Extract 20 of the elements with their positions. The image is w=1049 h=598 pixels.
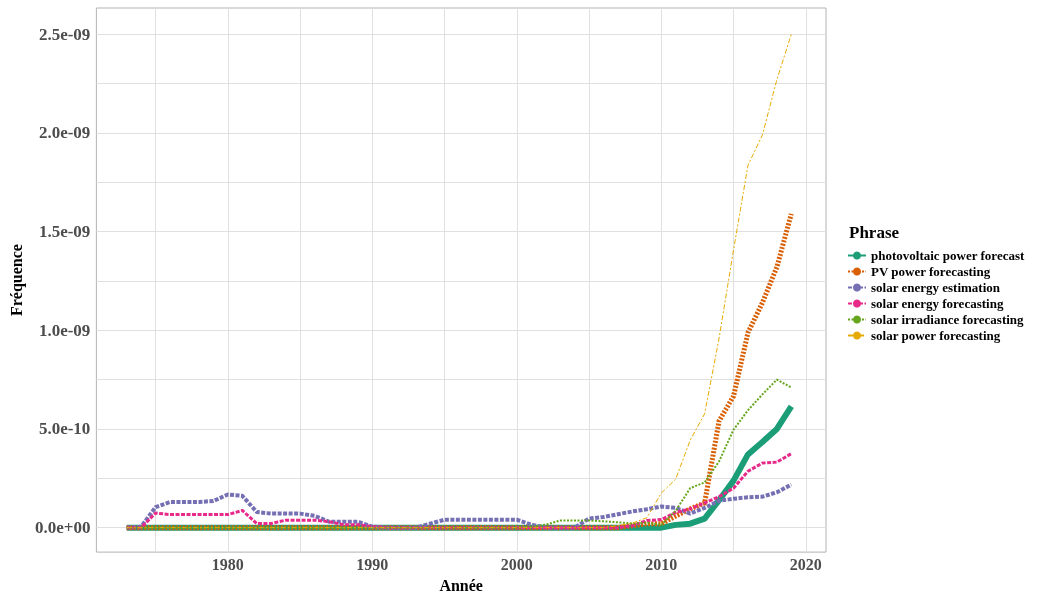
y-tick-label: 1.0e-09: [38, 320, 91, 340]
x-tick-label: 2020: [789, 555, 822, 573]
legend-label: solar energy estimation: [871, 280, 1001, 295]
legend-label: solar irradiance forecasting: [871, 312, 1025, 327]
y-tick-label: 2.5e-09: [38, 24, 91, 44]
legend-label: photovoltaic power forecast: [871, 248, 1025, 263]
x-tick-label: 2000: [500, 555, 533, 573]
x-axis-title: Année: [439, 576, 483, 594]
y-tick-label: 2.0e-09: [38, 123, 91, 143]
legend-title: Phrase: [849, 223, 900, 242]
y-tick-label: 0.0e+00: [34, 518, 91, 538]
y-axis-title: Fréquence: [7, 244, 26, 317]
x-tick-label: 1980: [211, 555, 244, 573]
x-tick-label: 2010: [645, 555, 678, 573]
y-tick-label: 1.5e-09: [38, 222, 91, 242]
legend-label: solar energy forecasting: [871, 296, 1004, 311]
y-tick-label: 5.0e-10: [38, 419, 91, 439]
x-tick-label: 1990: [356, 555, 389, 573]
legend-label: solar power forecasting: [871, 328, 1001, 343]
legend-label: PV power forecasting: [871, 264, 991, 279]
